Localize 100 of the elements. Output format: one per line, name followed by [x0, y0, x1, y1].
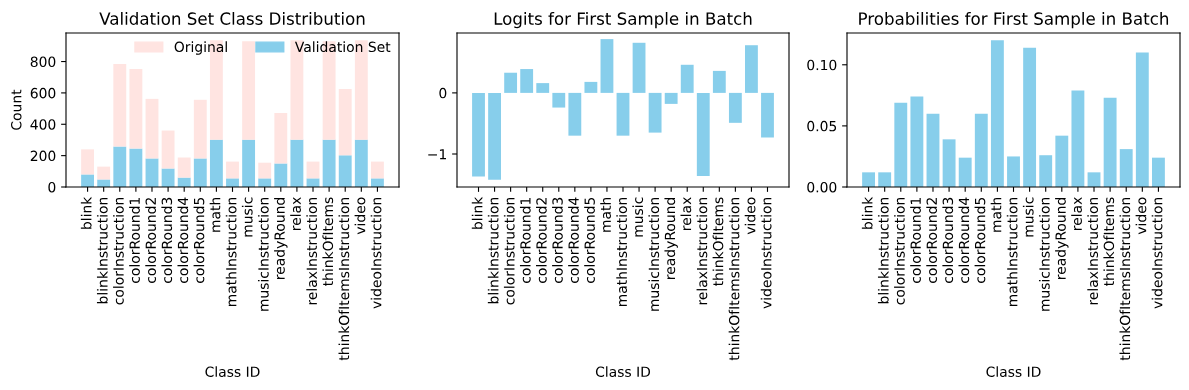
- y-tick-label: 200: [30, 150, 56, 162]
- bar: [290, 139, 304, 187]
- x-tick-label: readyRound: [1055, 197, 1069, 279]
- x-tick-label: video: [354, 197, 366, 235]
- legend-label: Original: [174, 41, 227, 55]
- x-tick-label: colorRound4: [568, 197, 579, 283]
- bar: [338, 88, 352, 156]
- bar: [862, 172, 876, 187]
- bar: [648, 92, 662, 133]
- x-tick-label: thinkOfItems: [1103, 197, 1115, 286]
- x-axis-title: Class ID: [986, 366, 1041, 377]
- bar: [177, 157, 191, 178]
- x-axis-title: Class ID: [205, 366, 260, 377]
- y-tick-label: 0: [439, 87, 447, 99]
- bar: [942, 139, 956, 187]
- bar: [193, 158, 207, 187]
- bar: [761, 92, 774, 138]
- bar: [600, 39, 614, 93]
- bar: [258, 162, 272, 179]
- bar: [354, 139, 368, 187]
- x-tick-label: math: [209, 197, 221, 232]
- bar: [338, 155, 352, 187]
- x-tick-label: blink: [471, 196, 483, 229]
- bar: [472, 92, 485, 177]
- bar: [910, 96, 924, 187]
- x-tick-label: colorRound5: [974, 197, 986, 283]
- y-tick-label: 800: [30, 56, 56, 68]
- x-tick-label: relaxInstruction: [1087, 197, 1099, 305]
- x-tick-label: thinkOfItems: [712, 197, 724, 286]
- x-tick-label: blinkInstruction: [487, 197, 499, 304]
- x-tick-label: colorRound3: [942, 197, 954, 283]
- x-tick-label: mathInstruction: [225, 197, 237, 307]
- x-tick-label: music: [1022, 197, 1034, 237]
- bar: [209, 139, 223, 187]
- x-tick-label: colorRound1: [910, 198, 921, 283]
- bar: [878, 172, 892, 187]
- bar: [990, 40, 1004, 187]
- bar: [242, 41, 256, 140]
- bar: [926, 113, 940, 187]
- bar: [696, 92, 710, 176]
- bar: [1039, 155, 1053, 187]
- x-tick-label: videoInstruction: [1151, 197, 1163, 309]
- bar: [745, 45, 758, 93]
- y-tick-label: 400: [30, 119, 56, 130]
- bar: [226, 161, 239, 179]
- bar: [161, 168, 175, 187]
- bar: [568, 92, 582, 136]
- x-tick-label: blink: [80, 196, 92, 229]
- y-tick-label: 0: [48, 181, 56, 193]
- legend-label: Validation Set: [294, 41, 391, 53]
- bar: [97, 179, 111, 187]
- y-tick-label: −1: [428, 149, 446, 160]
- x-tick-label: video: [1135, 197, 1147, 235]
- x-tick-label: relax: [1071, 197, 1082, 230]
- x-tick-label: thinkOfItemsInstruction: [1119, 197, 1131, 361]
- x-tick-label: colorRound2: [536, 198, 547, 283]
- bar: [632, 42, 646, 93]
- x-axis-title: Class ID: [595, 366, 651, 377]
- bar: [370, 178, 384, 187]
- x-tick-label: readyRound: [664, 197, 678, 279]
- bar: [504, 72, 518, 93]
- x-tick-label: blinkInstruction: [96, 197, 108, 304]
- bar: [894, 102, 908, 187]
- x-tick-label: musicInstruction: [648, 197, 660, 311]
- x-tick-label: thinkOfItemsInstruction: [338, 197, 350, 361]
- bar: [81, 174, 95, 187]
- x-tick-label: mathInstruction: [1006, 197, 1018, 307]
- bar: [728, 92, 742, 123]
- bar: [193, 99, 207, 159]
- x-tick-label: colorRound3: [552, 197, 563, 283]
- bar: [161, 130, 175, 169]
- bar: [974, 113, 988, 187]
- bar: [520, 69, 534, 93]
- bar: [712, 70, 726, 93]
- x-tick-label: video: [744, 197, 756, 235]
- x-tick-label: videoInstruction: [760, 197, 772, 309]
- bar: [113, 63, 127, 147]
- x-tick-label: relax: [680, 197, 692, 230]
- y-tick-label: 0.05: [807, 120, 837, 132]
- x-tick-label: musicInstruction: [257, 197, 269, 311]
- y-tick-label: 0.00: [807, 181, 837, 193]
- x-tick-label: colorRound1: [519, 198, 531, 283]
- x-tick-label: relaxInstruction: [306, 197, 318, 305]
- x-tick-label: math: [600, 197, 611, 232]
- x-tick-label: music: [241, 197, 253, 237]
- x-tick-label: math: [990, 197, 1002, 232]
- chart-title: Logits for First Sample in Batch: [494, 12, 752, 29]
- x-tick-label: colorInstruction: [894, 197, 905, 305]
- x-tick-label: colorRound2: [926, 198, 938, 283]
- bar: [1023, 47, 1037, 187]
- bar: [584, 81, 598, 93]
- bar: [1007, 156, 1020, 187]
- y-tick-label: 600: [30, 87, 56, 99]
- bar: [1119, 149, 1133, 187]
- bar: [97, 166, 111, 180]
- bar: [129, 148, 143, 187]
- x-tick-label: relax: [290, 197, 301, 230]
- bar: [536, 83, 550, 93]
- bar: [552, 92, 566, 108]
- bar: [258, 178, 272, 187]
